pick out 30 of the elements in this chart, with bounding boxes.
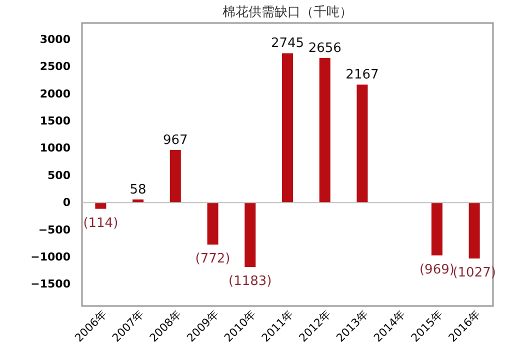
data-label: (772) bbox=[195, 252, 230, 267]
y-tick-label: 1500 bbox=[40, 114, 71, 128]
bar bbox=[431, 202, 442, 256]
y-tick-label: −1500 bbox=[30, 278, 71, 291]
bar bbox=[356, 84, 368, 203]
data-label: 2656 bbox=[308, 41, 342, 56]
bar bbox=[282, 53, 293, 203]
y-tick-label: −500 bbox=[38, 223, 71, 236]
y-tick-label: 1000 bbox=[40, 142, 71, 155]
bar bbox=[170, 150, 181, 203]
data-label: (1183) bbox=[228, 274, 272, 289]
data-label: (969) bbox=[419, 262, 454, 278]
bar bbox=[319, 58, 330, 203]
data-label: 2745 bbox=[270, 36, 304, 52]
data-label: 967 bbox=[162, 132, 188, 148]
y-tick-label: 2000 bbox=[40, 87, 71, 100]
data-label: 2167 bbox=[346, 68, 379, 83]
data-label: (1027) bbox=[452, 265, 496, 280]
y-tick-label: 2500 bbox=[40, 60, 71, 74]
data-label: 58 bbox=[130, 182, 146, 198]
data-label: (114) bbox=[83, 216, 118, 231]
chart-title: 棉花供需缺口（千吨） bbox=[222, 5, 352, 20]
bar bbox=[468, 202, 480, 258]
bar bbox=[95, 202, 106, 209]
y-tick-label: −1000 bbox=[30, 250, 71, 264]
bar bbox=[207, 202, 218, 245]
y-tick-label: 500 bbox=[48, 168, 71, 182]
y-tick-label: 0 bbox=[62, 196, 71, 210]
bar bbox=[244, 202, 256, 267]
y-tick-label: 3000 bbox=[40, 32, 71, 46]
